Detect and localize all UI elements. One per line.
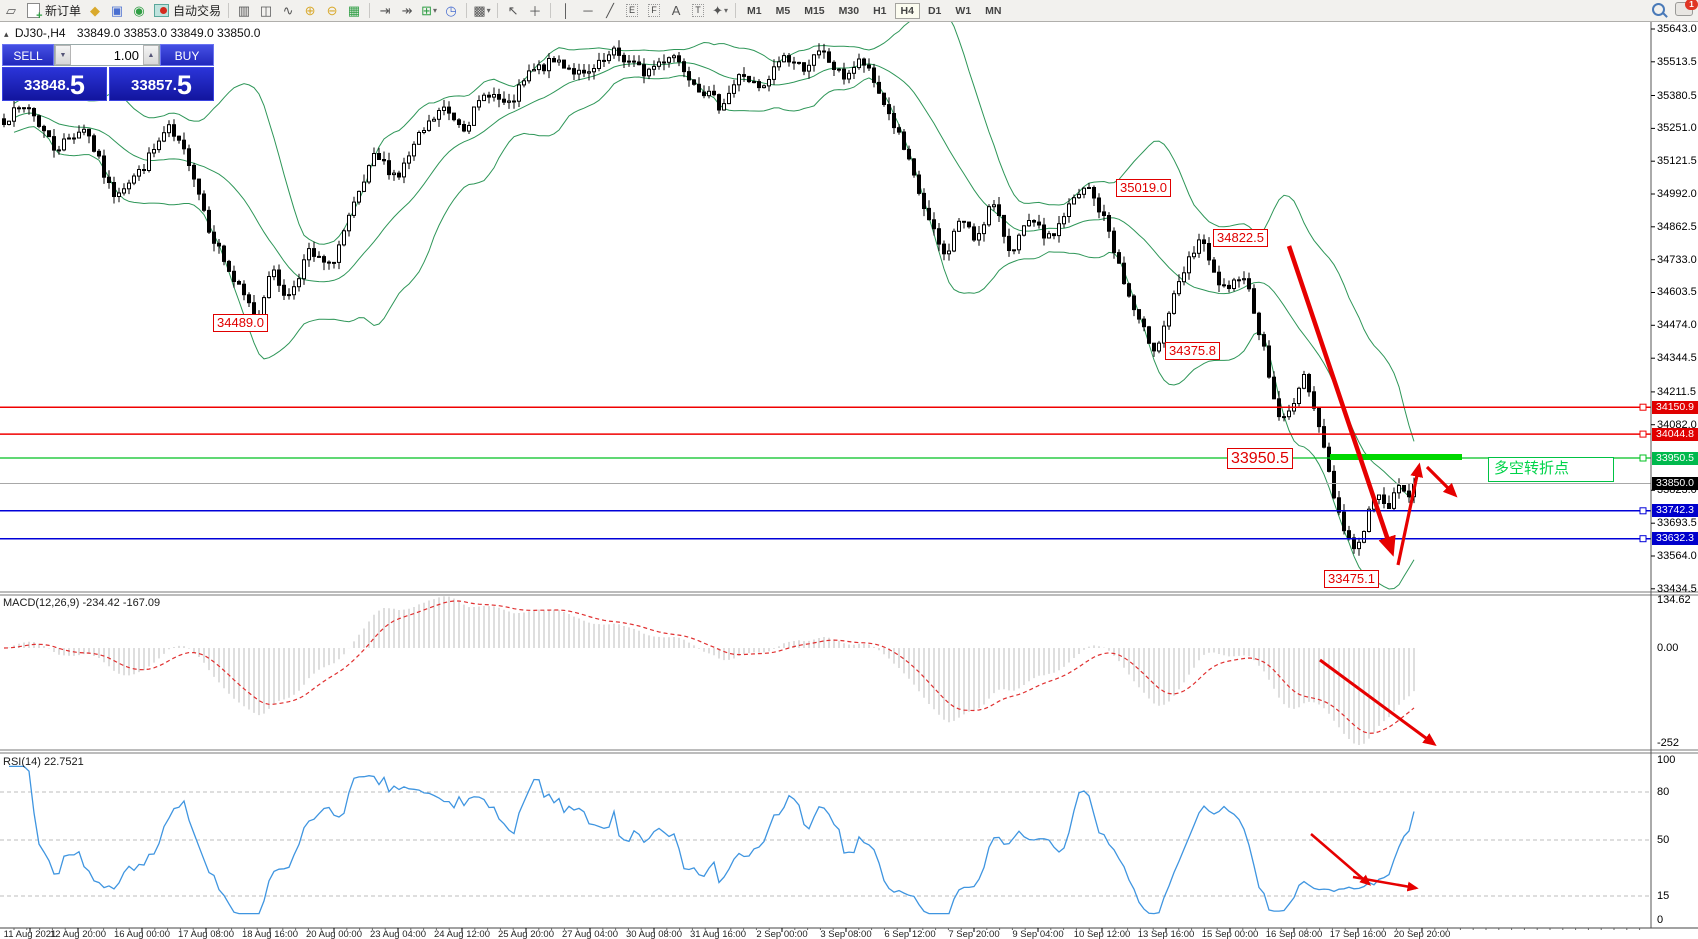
tf-h1[interactable]: H1: [873, 4, 887, 17]
app-chart-icon[interactable]: ▱: [6, 2, 16, 18]
market-icon[interactable]: ▣: [110, 2, 124, 18]
period-clock-icon[interactable]: ◷: [445, 2, 457, 18]
buy-price[interactable]: 33857. 5: [109, 67, 214, 101]
separator: [735, 3, 737, 18]
crosshair-icon[interactable]: ＋: [528, 4, 542, 19]
template-icon[interactable]: ▩ ▾: [473, 2, 491, 18]
volume-input[interactable]: [71, 45, 143, 65]
bar-chart-icon[interactable]: ▥: [237, 2, 251, 18]
ohlc-values: 33849.0 33853.0 33849.0 33850.0: [76, 26, 261, 40]
separator: [228, 3, 230, 18]
tf-mn[interactable]: MN: [985, 4, 1002, 17]
line-chart-icon[interactable]: ∿: [282, 2, 294, 18]
arrows-icon[interactable]: ✦ ▾: [712, 2, 728, 18]
auto-trading-icon[interactable]: [151, 2, 171, 20]
chart-ohlc-header: ▴ DJ30-,H4 33849.0 33853.0 33849.0 33850…: [4, 26, 260, 40]
tf-m30[interactable]: M30: [838, 4, 860, 17]
separator: [550, 3, 552, 18]
cursor-icon[interactable]: ↖: [507, 2, 519, 18]
notification-badge: 1: [1685, 0, 1698, 10]
toolbar: ▱ + 新订单 ◆ ▣ ◉ 自动交易 ▥ ◫ ∿ ⊕ ⊖ ▦ ⇥ ↠ ⊞ ▾ ◷ …: [0, 0, 1698, 22]
sell-button[interactable]: SELL: [2, 44, 54, 66]
separator: [497, 3, 499, 18]
buy-button[interactable]: BUY: [160, 44, 214, 66]
zoom-out-icon[interactable]: ⊖: [326, 2, 338, 18]
vertical-line-icon[interactable]: │: [561, 3, 571, 18]
candlestick-chart-icon[interactable]: ◫: [259, 2, 273, 18]
macd-indicator-label: MACD(12,26,9) -234.42 -167.09: [3, 597, 161, 609]
fibonacci-icon[interactable]: E: [622, 2, 642, 20]
tf-d1[interactable]: D1: [927, 4, 942, 17]
new-order-icon[interactable]: +: [23, 2, 43, 22]
trendline-icon[interactable]: ╱: [606, 2, 614, 18]
horizontal-line-icon[interactable]: ─: [583, 3, 593, 18]
tf-h4[interactable]: H4: [894, 2, 920, 19]
signals-icon[interactable]: ◉: [133, 2, 145, 18]
tf-m1[interactable]: M1: [747, 4, 762, 17]
shift-chart-icon[interactable]: ⇥: [379, 2, 391, 18]
tf-m15[interactable]: M15: [804, 4, 825, 17]
tf-m5[interactable]: M5: [775, 4, 791, 17]
zoom-in-icon[interactable]: ⊕: [304, 2, 316, 18]
separator: [369, 3, 371, 18]
volume-down-button[interactable]: ▼: [55, 45, 71, 65]
new-order-label[interactable]: 新订单: [45, 4, 82, 18]
sell-price[interactable]: 33848. 5: [2, 67, 107, 101]
gold-icon[interactable]: ◆: [90, 2, 101, 18]
auto-trading-label[interactable]: 自动交易: [173, 4, 222, 18]
symbol-period: DJ30-,H4: [14, 26, 66, 40]
rsi-indicator-label: RSI(14) 22.7521: [3, 756, 84, 768]
new-chart-icon[interactable]: ⊞ ▾: [421, 2, 437, 18]
tile-windows-icon[interactable]: ▦: [347, 2, 361, 18]
text-icon[interactable]: A: [671, 3, 681, 18]
volume-up-button[interactable]: ▲: [143, 45, 159, 65]
search-icon[interactable]: [1652, 2, 1668, 18]
channel-icon[interactable]: F: [644, 2, 664, 20]
text-label-icon[interactable]: T: [688, 2, 708, 20]
one-click-trading-panel: SELL ▼ ▲ BUY 33848. 5 33857. 5: [2, 44, 214, 101]
separator: [466, 3, 468, 18]
tf-w1[interactable]: W1: [955, 4, 972, 17]
auto-scroll-icon[interactable]: ↠: [401, 2, 413, 18]
symbol-triangle-icon: ▴: [4, 29, 9, 39]
notifications-icon[interactable]: 1: [1675, 0, 1698, 16]
